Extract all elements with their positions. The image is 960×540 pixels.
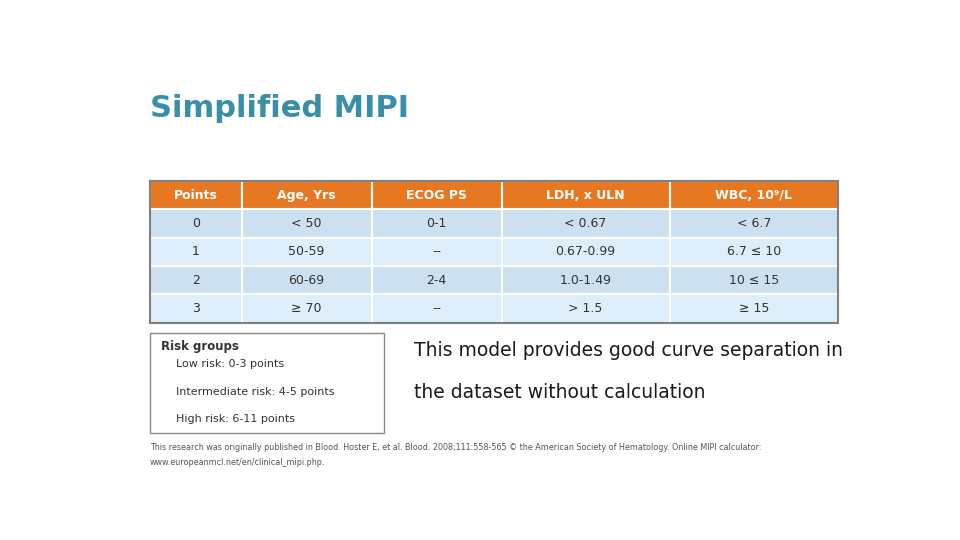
Bar [150, 294, 242, 322]
Text: ≥ 70: ≥ 70 [291, 302, 322, 315]
Bar [372, 210, 501, 238]
Text: Intermediate risk: 4-5 points: Intermediate risk: 4-5 points [176, 387, 334, 396]
Bar [670, 238, 838, 266]
Bar [670, 181, 838, 210]
Text: 50-59: 50-59 [288, 245, 324, 259]
Bar [670, 210, 838, 238]
Text: < 50: < 50 [291, 217, 322, 230]
Text: 60-69: 60-69 [288, 274, 324, 287]
Bar [372, 294, 501, 322]
Text: 6.7 ≤ 10: 6.7 ≤ 10 [727, 245, 781, 259]
Bar [501, 294, 670, 322]
Text: 1.0-1.49: 1.0-1.49 [560, 274, 612, 287]
Text: 0-1: 0-1 [426, 217, 446, 230]
Bar [242, 210, 372, 238]
Text: High risk: 6-11 points: High risk: 6-11 points [176, 415, 295, 424]
Bar [670, 266, 838, 294]
Bar [372, 181, 501, 210]
Text: WBC, 10⁹/L: WBC, 10⁹/L [715, 189, 792, 202]
Bar [242, 238, 372, 266]
Bar [242, 181, 372, 210]
Bar [501, 266, 670, 294]
Bar [150, 181, 838, 322]
Text: This model provides good curve separation in: This model provides good curve separatio… [414, 341, 843, 360]
Text: This research was originally published in Blood. Hoster E, et al. Blood. 2008;11: This research was originally published i… [150, 443, 761, 452]
Text: < 6.7: < 6.7 [736, 217, 771, 230]
Text: ECOG PS: ECOG PS [406, 189, 467, 202]
Bar [242, 294, 372, 322]
Bar [372, 238, 501, 266]
Bar [150, 266, 242, 294]
Bar [150, 210, 242, 238]
Bar [501, 238, 670, 266]
Text: 2: 2 [192, 274, 200, 287]
Text: ≥ 15: ≥ 15 [738, 302, 769, 315]
Text: 1: 1 [192, 245, 200, 259]
Bar [372, 266, 501, 294]
Text: 3: 3 [192, 302, 200, 315]
Text: > 1.5: > 1.5 [568, 302, 603, 315]
Text: --: -- [432, 302, 441, 315]
Bar [670, 294, 838, 322]
Text: www.europeanmcl.net/en/clinical_mipi.php.: www.europeanmcl.net/en/clinical_mipi.php… [150, 458, 325, 467]
Text: LDH, x ULN: LDH, x ULN [546, 189, 625, 202]
Text: Risk groups: Risk groups [161, 341, 239, 354]
Text: < 0.67: < 0.67 [564, 217, 607, 230]
Text: 0: 0 [192, 217, 200, 230]
Text: the dataset without calculation: the dataset without calculation [414, 383, 706, 402]
Bar [150, 333, 384, 433]
Bar [501, 181, 670, 210]
Text: Simplified MIPI: Simplified MIPI [150, 94, 409, 123]
Text: --: -- [432, 245, 441, 259]
Text: Low risk: 0-3 points: Low risk: 0-3 points [176, 359, 284, 369]
Text: 2-4: 2-4 [426, 274, 446, 287]
Bar [150, 181, 242, 210]
Bar [150, 238, 242, 266]
Bar [242, 266, 372, 294]
Text: Points: Points [174, 189, 218, 202]
Text: 10 ≤ 15: 10 ≤ 15 [729, 274, 779, 287]
Text: 0.67-0.99: 0.67-0.99 [556, 245, 615, 259]
Bar [501, 210, 670, 238]
Text: Age, Yrs: Age, Yrs [277, 189, 336, 202]
